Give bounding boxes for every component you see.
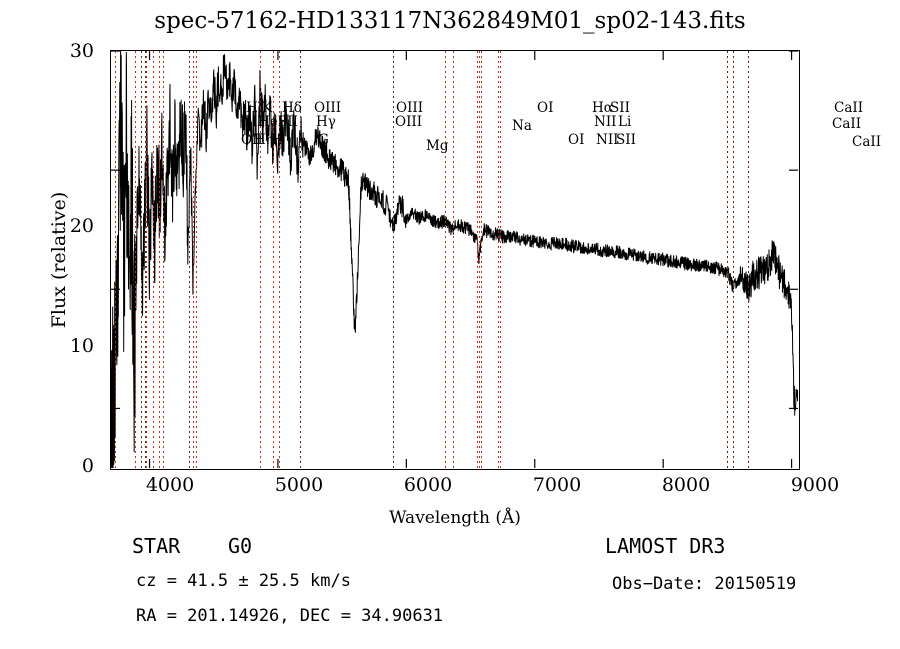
line-label-Li-row2-6: Li (618, 114, 632, 130)
line-label-Hx-row3-1: Hη (254, 132, 274, 148)
line-marker-Na-15 (392, 51, 394, 469)
line-label-G-row3-3: G (318, 132, 329, 148)
line-marker-K-2 (140, 51, 142, 469)
y-axis-label: Flux (relative) (48, 191, 70, 329)
x-tick-9000: 9000 (790, 474, 840, 496)
plot-area (110, 50, 800, 470)
line-label-Hx-row1-6: Hα (592, 100, 613, 116)
line-label-SII-row3-7: SII (616, 132, 636, 148)
line-label-H-row3-2: H (271, 132, 283, 148)
line-marker-OII-0 (114, 51, 116, 469)
line-label-NII-row2-5: NII (594, 114, 617, 130)
line-label-HeI-row2-1: HeI (258, 114, 284, 130)
line-marker-H-1 (135, 51, 137, 469)
x-tick-7000: 7000 (532, 474, 582, 496)
line-marker-NII-20 (481, 51, 483, 469)
footer-cz: cz = 41.5 ± 25.5 km/s (136, 571, 351, 591)
line-label-CaII-row1-8: CaII (834, 100, 864, 116)
footer-obs-date: Obs−Date: 20150519 (612, 574, 797, 594)
line-label-SII-row1-7: SII (610, 100, 630, 116)
line-marker-OIII-10 (196, 51, 198, 469)
line-marker-Mg-14 (300, 51, 302, 469)
line-label-NII-row3-6: NII (596, 132, 619, 148)
line-label-CaII-row2-8: CaII (832, 116, 862, 132)
line-label-OIII-row2-4: OIII (395, 114, 423, 130)
footer-survey: LAMOST DR3 (605, 534, 726, 558)
line-marker-H-9 (193, 51, 195, 469)
line-marker-H-19 (478, 51, 480, 469)
line-label-CaII-row3-8: CaII (852, 134, 882, 150)
page-title: spec-57162-HD133117N362849M01_sp02-143.f… (154, 8, 746, 34)
line-label-Hx-row2-3: Hγ (316, 114, 336, 130)
line-marker-CaII-23 (727, 51, 729, 469)
line-label-Na-row2-7: Na (512, 118, 532, 134)
line-label-SII-row2-2: SII (278, 114, 298, 130)
line-label-OIII-row1-3: OIII (314, 100, 342, 116)
line-marker-G-8 (188, 51, 190, 469)
line-label-OII-row3-0: OII (241, 132, 263, 148)
line-label-OII-row2-0: OII (241, 114, 263, 130)
x-tick-4000: 4000 (145, 474, 195, 496)
line-marker-OIII-12 (272, 51, 274, 469)
line-marker-NII-18 (476, 51, 478, 469)
plot-inner (111, 51, 799, 469)
line-marker-OIII-13 (278, 51, 280, 469)
x-tick-5000: 5000 (274, 474, 324, 496)
line-label-OI-row1-5: OI (537, 100, 554, 116)
spectrum-svg (111, 51, 798, 468)
line-label-K-row1-1: K (262, 100, 273, 116)
line-marker-H-11 (260, 51, 262, 469)
line-label-Hx-row1-0: Hζ (246, 100, 266, 116)
line-marker-H-4 (145, 51, 147, 469)
x-tick-6000: 6000 (403, 474, 453, 496)
line-marker-SII-21 (498, 51, 500, 469)
line-marker-CaII-24 (732, 51, 734, 469)
line-marker-CaII-25 (748, 51, 750, 469)
line-label-Mg-row3-4: Mg (426, 138, 449, 154)
line-marker-HeI-5 (152, 51, 154, 469)
x-axis-label: Wavelength (Å) (389, 508, 521, 528)
line-marker-H-6 (162, 51, 164, 469)
line-marker-SII-22 (500, 51, 502, 469)
footer-object-type: STAR (132, 534, 181, 558)
line-marker-SII-7 (158, 51, 160, 469)
line-marker-OI-17 (453, 51, 455, 469)
x-tick-8000: 8000 (661, 474, 711, 496)
footer-coords: RA = 201.14926, DEC = 34.90631 (136, 606, 444, 626)
y-tick-30: 30 (69, 40, 94, 62)
y-tick-0: 0 (81, 455, 94, 477)
line-label-OIII-row1-4: OIII (396, 100, 424, 116)
line-label-OI-row3-5: OI (568, 132, 585, 148)
y-tick-20: 20 (69, 215, 94, 237)
y-tick-10: 10 (69, 335, 94, 357)
line-label-Hx-row1-2: Hδ (282, 100, 302, 116)
line-annotation-labels: Hζ K Hδ OIII OIII OI Hα SII CaII OII HeI SII Hγ OIII N… (110, 50, 881, 170)
footer-spectral-class: G0 (228, 534, 253, 558)
line-marker-OI-16 (444, 51, 446, 469)
